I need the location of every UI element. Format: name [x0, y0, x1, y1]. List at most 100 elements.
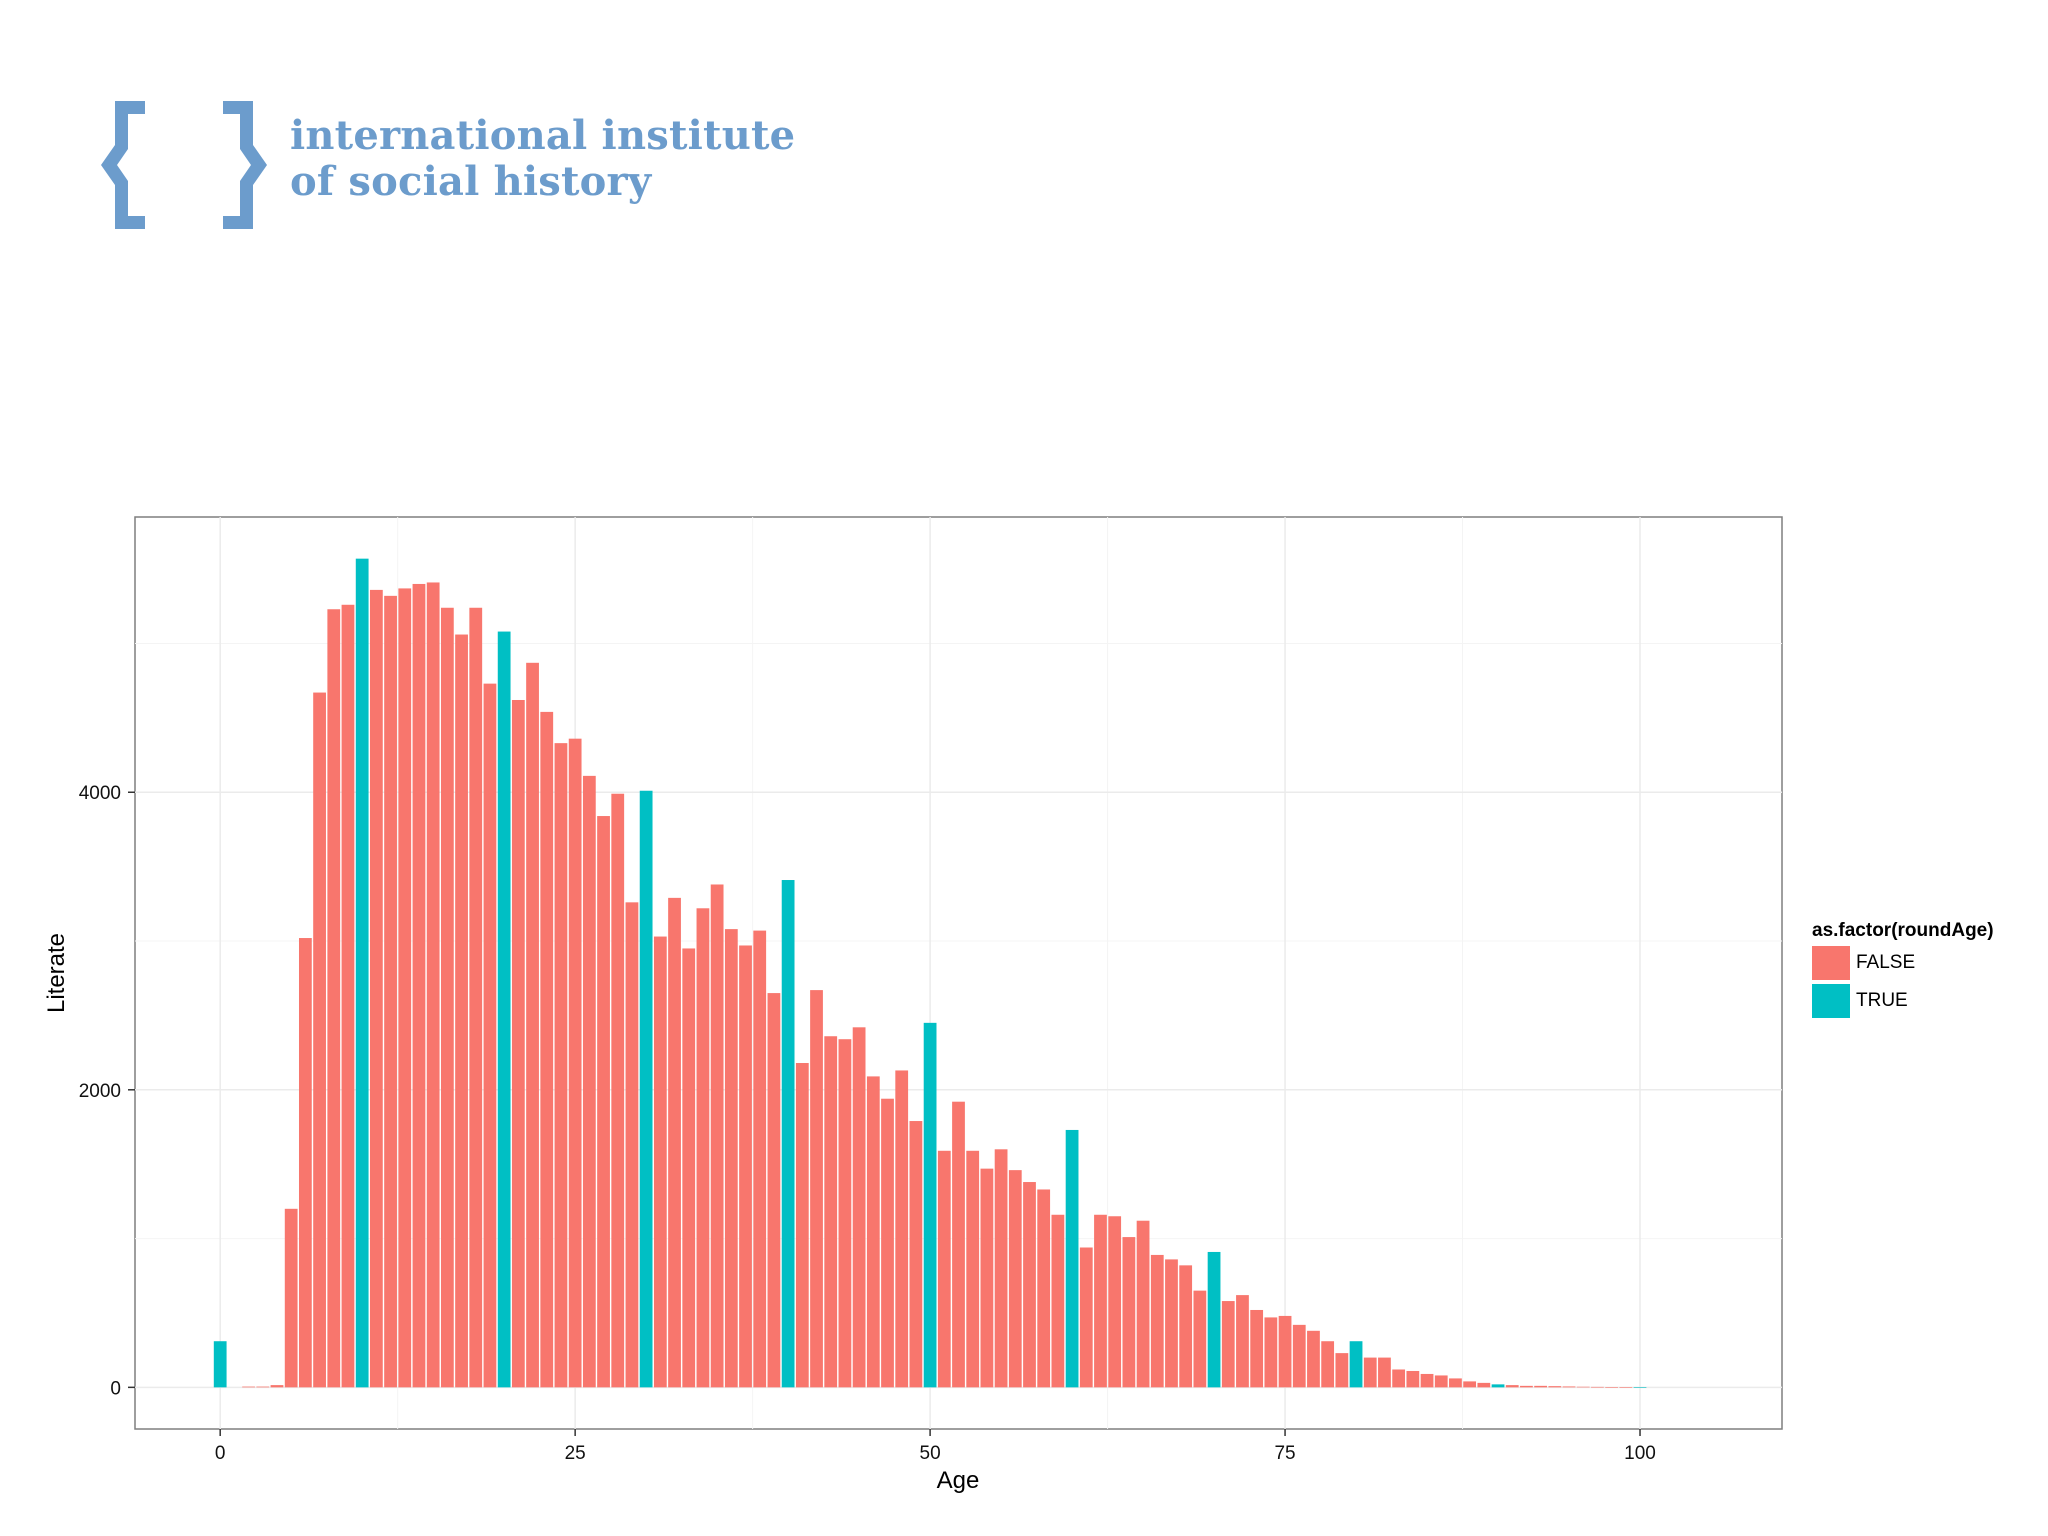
- bar: [1065, 1129, 1079, 1388]
- bar: [1449, 1378, 1462, 1388]
- bar: [1207, 1251, 1221, 1388]
- bar: [952, 1101, 965, 1388]
- bar: [554, 743, 568, 1388]
- x-tick-label: 25: [565, 1443, 586, 1464]
- axes: 0 25 50 75 100 0 2000 4000: [79, 783, 1656, 1464]
- bar: [1434, 1375, 1448, 1388]
- bar: [313, 692, 326, 1388]
- bar: [1236, 1295, 1249, 1388]
- bar: [980, 1168, 994, 1388]
- y-tick-label: 2000: [79, 1081, 121, 1102]
- bar: [369, 589, 383, 1388]
- bar: [895, 1070, 909, 1388]
- bar: [795, 1063, 809, 1388]
- bar: [355, 558, 369, 1388]
- bar: [1051, 1214, 1065, 1388]
- bar: [1619, 1387, 1633, 1388]
- bar: [426, 582, 440, 1388]
- bar: [568, 738, 582, 1388]
- bar: [1505, 1385, 1519, 1388]
- bar: [1463, 1381, 1477, 1388]
- bar: [1165, 1259, 1178, 1388]
- x-tick-label: 75: [1274, 1443, 1295, 1464]
- bar: [1278, 1315, 1292, 1388]
- bar: [1378, 1357, 1391, 1388]
- bar: [1349, 1341, 1363, 1388]
- bar: [1023, 1182, 1036, 1388]
- bar: [1534, 1385, 1548, 1388]
- bar: [1037, 1189, 1051, 1388]
- bar: [242, 1386, 255, 1388]
- bar: [213, 1341, 227, 1388]
- legend-label-true: TRUE: [1856, 990, 1908, 1011]
- bar: [781, 880, 795, 1388]
- bar: [1392, 1369, 1406, 1388]
- x-axis-label: Age: [937, 1467, 980, 1494]
- bar: [1591, 1386, 1604, 1388]
- bar: [1420, 1373, 1434, 1388]
- bar: [582, 775, 596, 1388]
- bar: [966, 1150, 980, 1388]
- bar: [540, 711, 554, 1388]
- bar: [639, 790, 653, 1388]
- bar: [1562, 1386, 1576, 1388]
- bar: [270, 1385, 284, 1388]
- bar: [866, 1076, 880, 1388]
- bar: [327, 609, 341, 1388]
- bar: [1122, 1237, 1136, 1388]
- legend: as.factor(roundAge) FALSE TRUE: [1812, 920, 1994, 1018]
- bar: [611, 793, 625, 1388]
- logo-line-2: of social history: [290, 158, 652, 205]
- bar: [1193, 1290, 1207, 1388]
- bar: [341, 604, 355, 1388]
- bar: [497, 631, 511, 1388]
- bar: [753, 930, 767, 1388]
- bar: [838, 1039, 852, 1388]
- bar: [852, 1027, 866, 1388]
- bar: [1576, 1386, 1590, 1388]
- legend-key-false: [1812, 946, 1850, 980]
- bar: [1335, 1353, 1349, 1388]
- bar: [1292, 1324, 1306, 1388]
- bar: [682, 948, 696, 1388]
- bar: [256, 1386, 270, 1388]
- logo-wordmark: international institute of social histor…: [290, 113, 795, 205]
- bar: [724, 929, 738, 1388]
- x-tick-label: 50: [920, 1443, 941, 1464]
- bar: [384, 595, 397, 1388]
- bar: [739, 945, 752, 1388]
- bar: [824, 1036, 838, 1388]
- x-tick-label: 100: [1624, 1443, 1656, 1464]
- bar: [937, 1150, 951, 1388]
- bar: [810, 990, 823, 1388]
- bar: [1633, 1387, 1647, 1388]
- bar: [1264, 1317, 1278, 1388]
- bar: [597, 816, 610, 1388]
- bar: [298, 938, 312, 1388]
- bar: [653, 936, 667, 1388]
- bar: [1094, 1214, 1107, 1388]
- bar: [1136, 1220, 1150, 1388]
- bar: [881, 1098, 894, 1388]
- bar: [455, 634, 468, 1388]
- y-tick-label: 0: [110, 1378, 121, 1399]
- bar: [440, 607, 454, 1388]
- y-tick-label: 4000: [79, 783, 121, 804]
- bar: [1491, 1384, 1505, 1388]
- bar: [696, 908, 710, 1388]
- bar: [1363, 1357, 1377, 1388]
- bar: [1307, 1330, 1320, 1388]
- bar: [469, 607, 483, 1388]
- bar: [1179, 1265, 1193, 1388]
- bar: [526, 662, 539, 1388]
- y-axis-label: Literate: [43, 933, 70, 1013]
- institute-logo: international institute of social histor…: [95, 95, 795, 245]
- bar: [1221, 1301, 1235, 1388]
- legend-key-true: [1812, 984, 1850, 1018]
- logo-line-1: international institute: [290, 112, 796, 159]
- bar: [994, 1149, 1008, 1388]
- legend-item-false: FALSE: [1812, 946, 1994, 980]
- x-tick-label: 0: [215, 1443, 226, 1464]
- bar: [1321, 1341, 1335, 1388]
